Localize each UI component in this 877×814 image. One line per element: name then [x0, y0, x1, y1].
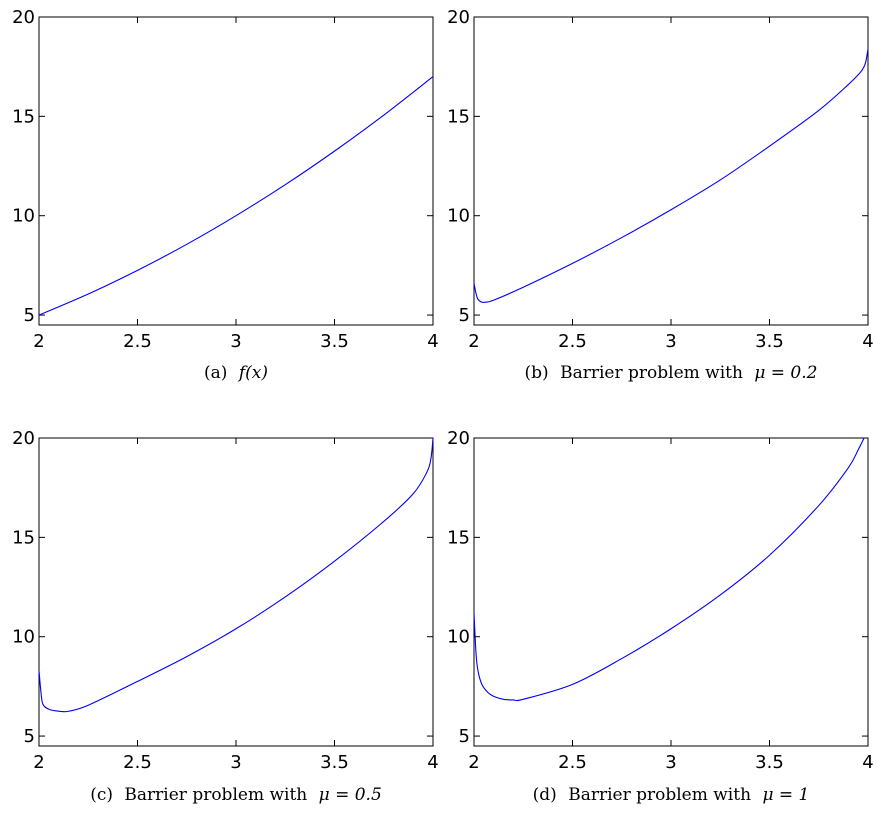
caption-prefix: (d) [533, 785, 557, 805]
x-tick-label: 2 [33, 331, 44, 352]
x-tick-label: 2.5 [558, 752, 587, 773]
x-tick-label: 3.5 [320, 752, 349, 773]
x-tick-label: 4 [862, 752, 873, 773]
y-tick-label: 20 [12, 428, 35, 449]
axes-frame [38, 16, 434, 326]
caption-prefix: (c) [90, 785, 113, 805]
caption: (c) Barrier problem with μ = 0.5 [90, 785, 382, 805]
x-tick-label: 4 [427, 752, 438, 773]
axes-frame [38, 437, 434, 747]
plot-area: 2 2.5 3 3.5 4 5 10 15 20 [447, 428, 874, 773]
x-tick-label: 2 [33, 752, 44, 773]
y-tick-label: 5 [459, 305, 470, 326]
x-tick-label: 2.5 [123, 331, 152, 352]
y-tick-label: 5 [459, 726, 470, 747]
caption-prefix: (a) [204, 363, 227, 383]
series-line [473, 437, 865, 702]
caption-math: μ = 0.2 [754, 363, 817, 383]
subplot-a: 2 2.5 3 3.5 4 5 10 15 20 (a) f(x) [12, 7, 439, 383]
x-tick-label: 3.5 [755, 752, 784, 773]
subplot-d: 2 2.5 3 3.5 4 5 10 15 20 (d) Barrier problem wit… [447, 428, 874, 805]
y-tick-label: 5 [24, 305, 35, 326]
caption-math: μ = 0.5 [319, 785, 382, 805]
subplot-b: 2 2.5 3 3.5 4 5 10 15 20 (b) Barrier problem wit… [447, 7, 874, 383]
caption-text: Barrier problem with [124, 785, 307, 805]
y-tick-label: 20 [447, 7, 470, 28]
x-tick-label: 2.5 [123, 752, 152, 773]
caption-math: μ = 1 [762, 785, 809, 805]
y-tick-label: 10 [447, 206, 470, 227]
x-tick-label: 2.5 [558, 331, 587, 352]
y-tick-label: 15 [447, 527, 470, 548]
plot-area: 2 2.5 3 3.5 4 5 10 15 20 [12, 7, 439, 352]
plot-area: 2 2.5 3 3.5 4 5 10 15 20 [12, 428, 439, 773]
y-tick-label: 15 [12, 527, 35, 548]
caption: (d) Barrier problem with μ = 1 [533, 785, 810, 805]
y-tick-label: 20 [447, 428, 470, 449]
y-tick-label: 10 [12, 627, 35, 648]
caption: (b) Barrier problem with μ = 0.2 [525, 363, 818, 383]
caption-prefix: (b) [525, 363, 549, 383]
x-tick-label: 3.5 [755, 331, 784, 352]
y-tick-label: 20 [12, 7, 35, 28]
x-tick-label: 2 [468, 752, 479, 773]
caption-text: Barrier problem with [560, 363, 743, 383]
y-tick-label: 15 [447, 106, 470, 127]
y-tick-label: 10 [12, 206, 35, 227]
caption: (a) f(x) [204, 363, 268, 383]
x-tick-label: 3 [230, 752, 241, 773]
y-tick-label: 15 [12, 106, 35, 127]
series-line [473, 48, 869, 304]
axes-frame [473, 16, 869, 326]
plot-area: 2 2.5 3 3.5 4 5 10 15 20 [447, 7, 874, 352]
caption-text: Barrier problem with [568, 785, 751, 805]
series-line [38, 437, 434, 713]
x-tick-label: 2 [468, 331, 479, 352]
x-tick-label: 3.5 [320, 331, 349, 352]
y-tick-label: 10 [447, 627, 470, 648]
caption-math: f(x) [237, 363, 268, 383]
y-tick-label: 5 [24, 726, 35, 747]
x-tick-label: 4 [862, 331, 873, 352]
axes-frame [473, 437, 869, 747]
x-tick-label: 3 [230, 331, 241, 352]
subplot-c: 2 2.5 3 3.5 4 5 10 15 20 (c) Barrier problem wit… [12, 428, 439, 805]
x-tick-label: 3 [665, 331, 676, 352]
series-line [38, 76, 434, 316]
x-tick-label: 4 [427, 331, 438, 352]
x-tick-label: 3 [665, 752, 676, 773]
